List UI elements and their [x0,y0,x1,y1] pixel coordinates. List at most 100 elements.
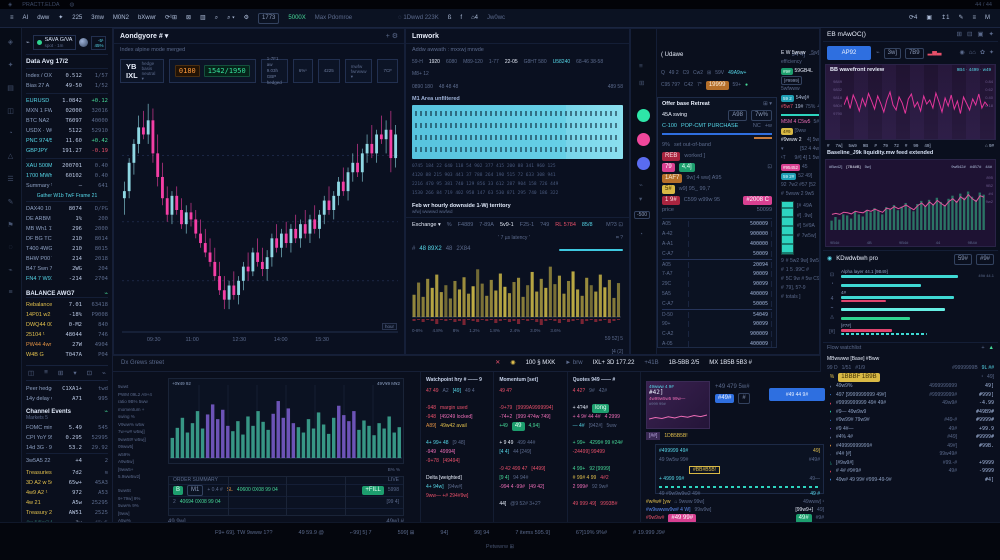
segment[interactable]: ✿ [979,49,985,56]
right-chip[interactable]: 7CF [377,59,398,83]
volume-chart[interactable] [412,258,621,326]
tool-icon[interactable]: ◔ [8,130,13,137]
flow-row[interactable]: ▫#4# [#]99w49# [827,450,994,459]
segment[interactable]: ⌕ [214,14,219,21]
segment[interactable]: ⌁ [876,49,880,56]
segment[interactable]: ↥1 [941,14,950,21]
ladder-row[interactable]: A-42 900000 [662,229,772,239]
tool-icon[interactable]: ☰ [7,176,14,183]
chip[interactable]: 1BBBF 1B9B [838,373,880,382]
watch-row[interactable]: 3w5A5 22 · 55M1 +4 2 [26,456,108,466]
chart-header-icons[interactable]: + ⚙ [385,33,398,40]
flow-row[interactable]: ● #4% 4# #49] #9999# [827,433,994,442]
watch-row[interactable]: T400 4WG4 210 8015 [26,244,108,254]
segment[interactable]: ✦ [988,31,994,38]
tool-icon[interactable]: ▤ [7,85,14,92]
flow-row[interactable]: ● 49w# 49 99# #999-49-9# #4] [827,476,994,485]
tool-icon[interactable]: ✎ [7,199,14,206]
watch-row[interactable]: 1700 MWh 60102 0.40 [26,171,108,181]
segment[interactable]: Exchange ▾ [412,222,441,228]
chip[interactable]: #95452 [781,164,801,171]
rail-icon[interactable]: ⌁ [639,182,643,189]
chip[interactable]: 49 [511,422,525,431]
chip[interactable]: long [592,404,610,413]
segment[interactable]: ◌ 1Dwwd 223K [398,14,439,21]
account-badge[interactable]: SAVA G/VA spot · 1m [32,35,77,50]
segment[interactable]: ▲ [988,345,994,351]
segment[interactable]: ⟳¹⊞ [164,14,178,21]
segment[interactable]: Jw0wc [487,14,506,21]
chip[interactable]: M1 [187,485,204,496]
watch-row[interactable]: BHW P00 W4 214 2018 [26,254,108,264]
segment[interactable]: ◉ [959,49,965,56]
watch-row[interactable]: Summary ¹ – 641 [26,181,108,191]
ticket-link[interactable]: C-100 POP-CMT PURCHASE NC +w [662,121,772,132]
chip[interactable]: 1 9# [662,196,680,205]
segment[interactable]: 5000X [288,14,306,21]
segment[interactable]: ≡ [10,14,14,21]
segment[interactable]: ⌂4 [471,14,479,21]
watch-row[interactable]: 14d 3G · 9.5 9A5 53.2 29.92 [26,443,108,453]
watch-row[interactable]: B47 Swn 7G04 2WG 204 [26,264,108,274]
segment[interactable]: ⌕ ▾ [227,14,235,21]
ticket-icons[interactable]: ⊞ ▾ [763,101,772,107]
segment[interactable]: M0N2 [112,14,129,21]
chip[interactable]: 7B9 [904,47,924,59]
tool-icon[interactable]: ◈ [7,39,14,46]
buy-circle-icon[interactable] [637,109,650,122]
segment[interactable]: ▣ [926,14,933,21]
watch-row[interactable]: FOMC minutes 1+ 5.49 545 [26,423,108,433]
segment[interactable]: ≡ [972,14,976,21]
rail-icon[interactable]: ◔ [639,231,643,238]
flow-row[interactable]: ▪#9 4#—49#+99.9 [827,425,994,434]
tool-icon[interactable]: ▾ [73,370,77,377]
ladder-row[interactable]: A-A1 400000 [662,239,772,249]
ladder-row[interactable]: 5A5 400009 [662,289,772,299]
chip[interactable]: +FILL [362,486,384,495]
watch-row[interactable]: GBPJPY 191.27 -0.19 [26,146,108,156]
watch-row[interactable]: USDX · W02 5122 52910 [26,126,108,136]
watch-row[interactable]: Treasury 2 · jw51 AW51 2525 [26,508,108,518]
symbol-box[interactable]: YB IXL hedge basis neutral ▾ [120,59,164,83]
flow-row[interactable]: ● # 4# #9#9# 49# -9999 [827,467,994,476]
depth-gauge[interactable] [781,201,794,255]
avatar[interactable] [79,38,89,47]
chip[interactable]: REB [662,152,681,161]
segment[interactable]: ✦ [988,49,994,56]
watch-row[interactable]: MB Wh1 1W0 296 2000 [26,224,108,234]
watch-row[interactable]: Treasuries 7d2 ≋ [26,468,108,478]
flow-row[interactable]: ● #9— 49w9w9 #49B9# [827,408,994,417]
watch-row[interactable]: 4w9 A2 ¹ 972 A53 [26,488,108,498]
tool-icon[interactable]: ≡ [44,369,48,376]
chip[interactable]: 59# [953,254,972,265]
chip[interactable]: 79 [662,163,675,172]
chip[interactable]: # [738,393,750,404]
flow-row[interactable]: ● #49999999999# 49#] #99B. [827,442,994,451]
chip[interactable]: 1773 [258,12,280,24]
segment[interactable]: POP-CMT PURCHASE [680,123,739,129]
chip[interactable]: #2008 C [743,196,772,205]
flow-row[interactable]: ◔ #9w99# 79w9# #49-# #9999# [827,416,994,425]
tool-icon[interactable]: ⌁ [102,370,106,377]
watch-row[interactable]: DE ARBM 402 1% 200 [26,214,108,224]
primary-action-button[interactable]: AP92 [827,46,871,60]
chip[interactable]: 4,4] [678,163,695,172]
segment[interactable]: ⚙ [243,14,250,21]
signal-row[interactable]: 4 4# [827,290,994,302]
segment[interactable]: #w9wwww9w# 4 W] [646,506,691,513]
watch-row[interactable]: 14P01 w2 4wr4 -18% P9008 [26,310,108,320]
tool-icon[interactable]: ⚑ [7,222,14,229]
sidebar-tool-icons[interactable]: ◫ ≡ ⊞ ▾ ⊡ ⌁ [26,365,108,381]
ladder-row[interactable]: A05 500009 [662,219,772,229]
chip[interactable]: #9# [781,68,793,75]
fill-badge[interactable]: #BB#B5B! [689,466,721,474]
segment[interactable]: + [981,345,985,351]
heatmap-block[interactable] [412,105,623,159]
depth-histogram-panel[interactable]: +0¥49 92 49V¥9 M¥2 B% % [168,378,404,472]
segment[interactable]: M [985,14,990,21]
chip[interactable]: 59 2# [781,173,797,180]
watch-row[interactable]: FN4 7 W91L -214 2704 [26,274,108,284]
multi-cell[interactable]: mwfw fwrwww ▾ [344,59,373,83]
watch-row[interactable]: 3D A2 w 5w5 65w+ 45A3 [26,478,108,488]
tool-icon[interactable]: ⊡ [86,370,93,377]
